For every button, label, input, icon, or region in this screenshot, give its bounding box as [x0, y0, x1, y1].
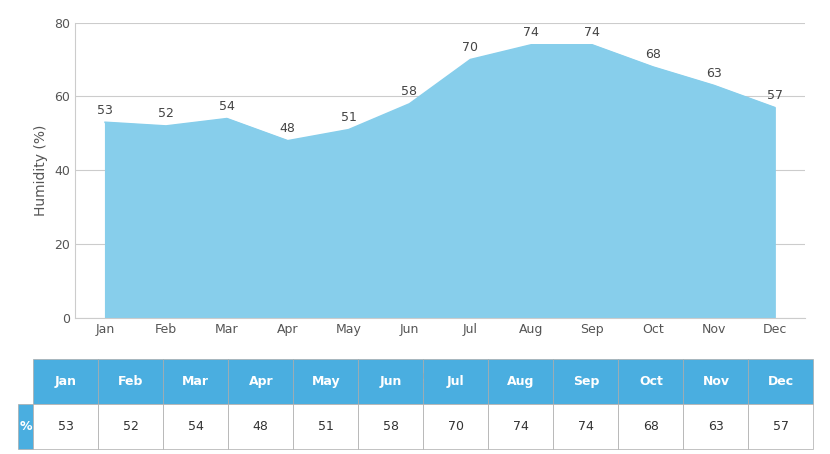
- Text: 70: 70: [462, 41, 478, 54]
- Y-axis label: Humidity (%): Humidity (%): [34, 124, 48, 216]
- Text: 52: 52: [158, 108, 174, 120]
- Text: 51: 51: [340, 111, 357, 124]
- Text: 54: 54: [219, 100, 235, 113]
- Text: 74: 74: [523, 26, 540, 39]
- Text: 57: 57: [767, 89, 783, 102]
- Text: 74: 74: [584, 26, 600, 39]
- Legend: Average Humidity(%): Average Humidity(%): [344, 363, 535, 388]
- Text: 63: 63: [706, 67, 721, 80]
- Text: 48: 48: [280, 122, 295, 135]
- Text: 53: 53: [97, 104, 113, 117]
- Text: 68: 68: [645, 49, 661, 61]
- Text: 58: 58: [402, 85, 417, 99]
